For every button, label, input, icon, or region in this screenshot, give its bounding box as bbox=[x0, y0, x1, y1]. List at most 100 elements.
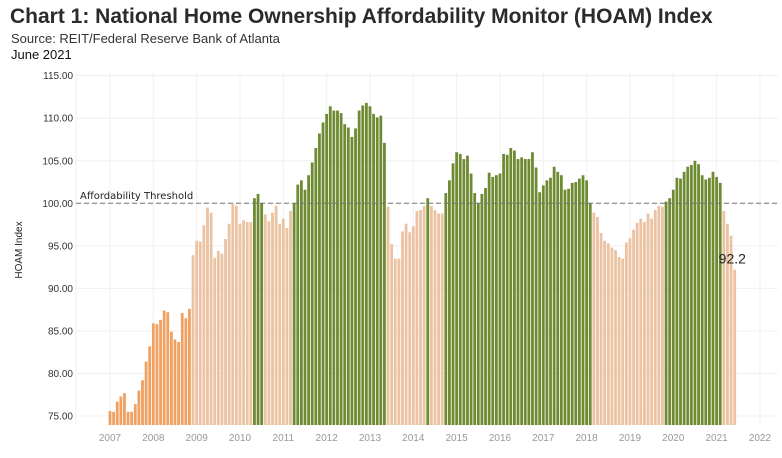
bar bbox=[628, 238, 632, 425]
bar bbox=[245, 222, 249, 425]
bar bbox=[484, 187, 487, 425]
chart-source: Source: REIT/Federal Reserve Bank of Atl… bbox=[11, 31, 280, 46]
x-tick-label: 2022 bbox=[749, 433, 772, 444]
x-tick-label: 2021 bbox=[705, 433, 728, 444]
bar bbox=[729, 235, 733, 425]
x-tick-label: 2015 bbox=[446, 433, 469, 444]
bar bbox=[216, 250, 220, 425]
x-tick-label: 2007 bbox=[99, 433, 122, 444]
bar bbox=[242, 220, 246, 425]
bar bbox=[267, 221, 271, 425]
bar bbox=[180, 313, 184, 425]
bar bbox=[552, 166, 556, 425]
bar bbox=[429, 205, 433, 425]
bar bbox=[253, 198, 256, 425]
bar bbox=[115, 401, 119, 425]
bar bbox=[354, 128, 357, 426]
bar bbox=[166, 312, 170, 425]
bar bbox=[206, 207, 209, 425]
bar bbox=[350, 136, 354, 425]
bar bbox=[581, 175, 585, 425]
bar bbox=[538, 192, 542, 425]
bar bbox=[227, 223, 231, 425]
bar bbox=[563, 189, 567, 425]
bar bbox=[357, 110, 361, 425]
bar bbox=[596, 216, 599, 425]
bar bbox=[318, 133, 321, 425]
bar bbox=[123, 393, 126, 425]
bar bbox=[155, 324, 159, 425]
bar bbox=[675, 177, 679, 425]
bar bbox=[332, 110, 336, 425]
bar bbox=[292, 203, 296, 425]
bar bbox=[339, 113, 343, 426]
x-tick-label: 2010 bbox=[229, 433, 252, 444]
bar bbox=[657, 205, 661, 425]
bar bbox=[401, 231, 404, 425]
bar bbox=[462, 159, 466, 425]
bar bbox=[263, 214, 267, 425]
bar bbox=[213, 257, 217, 425]
bar bbox=[632, 229, 635, 425]
bar bbox=[307, 175, 310, 425]
last-value-label: 92.2 bbox=[719, 251, 746, 267]
bar bbox=[679, 178, 682, 425]
bar bbox=[682, 171, 686, 425]
bar bbox=[718, 182, 722, 425]
bar bbox=[231, 204, 235, 425]
bar bbox=[455, 152, 459, 426]
bar bbox=[108, 410, 112, 425]
bar bbox=[130, 411, 134, 425]
bar bbox=[707, 177, 711, 425]
bar bbox=[578, 178, 581, 425]
bar bbox=[502, 153, 505, 425]
bar bbox=[473, 193, 477, 425]
bar bbox=[209, 212, 213, 425]
x-tick-label: 2018 bbox=[576, 433, 599, 444]
bar bbox=[440, 213, 444, 425]
bar bbox=[133, 404, 137, 425]
bar bbox=[624, 242, 628, 425]
x-axis-ticks: 2007 2008 2009 2010 2011 2012 2013 2014 2015 2016… bbox=[99, 433, 772, 444]
bar bbox=[346, 127, 350, 425]
bar bbox=[494, 175, 498, 425]
bar bbox=[314, 147, 318, 426]
bar bbox=[415, 210, 419, 425]
bar bbox=[505, 154, 509, 425]
bar bbox=[296, 184, 300, 425]
bar bbox=[184, 318, 188, 425]
bar bbox=[650, 218, 654, 425]
x-tick-label: 2011 bbox=[273, 433, 295, 444]
bar bbox=[404, 223, 408, 425]
bar bbox=[700, 175, 704, 425]
x-tick-label: 2014 bbox=[402, 433, 425, 444]
bar bbox=[545, 180, 549, 425]
bar bbox=[249, 222, 253, 425]
bar bbox=[148, 346, 152, 425]
y-tick-label: 80.00 bbox=[48, 369, 73, 380]
bar bbox=[516, 159, 520, 425]
bar bbox=[141, 380, 144, 425]
bar bbox=[588, 203, 592, 425]
bar bbox=[397, 258, 401, 425]
y-tick-label: 100.00 bbox=[42, 199, 73, 210]
bar bbox=[437, 213, 440, 425]
bar bbox=[159, 319, 162, 425]
bar bbox=[523, 159, 527, 425]
bar bbox=[408, 232, 412, 425]
bar bbox=[188, 308, 191, 425]
bar bbox=[653, 210, 657, 425]
bar bbox=[661, 206, 664, 425]
bar bbox=[476, 203, 480, 425]
y-tick-label: 115.00 bbox=[43, 71, 73, 82]
bar bbox=[364, 102, 368, 425]
bar bbox=[621, 258, 625, 425]
x-tick-label: 2017 bbox=[532, 433, 555, 444]
bar bbox=[303, 189, 307, 425]
bar bbox=[671, 189, 675, 425]
x-tick-label: 2020 bbox=[662, 433, 685, 444]
x-tick-label: 2013 bbox=[359, 433, 382, 444]
y-tick-label: 95.00 bbox=[48, 241, 73, 252]
bar bbox=[328, 106, 332, 425]
bar bbox=[336, 110, 339, 425]
